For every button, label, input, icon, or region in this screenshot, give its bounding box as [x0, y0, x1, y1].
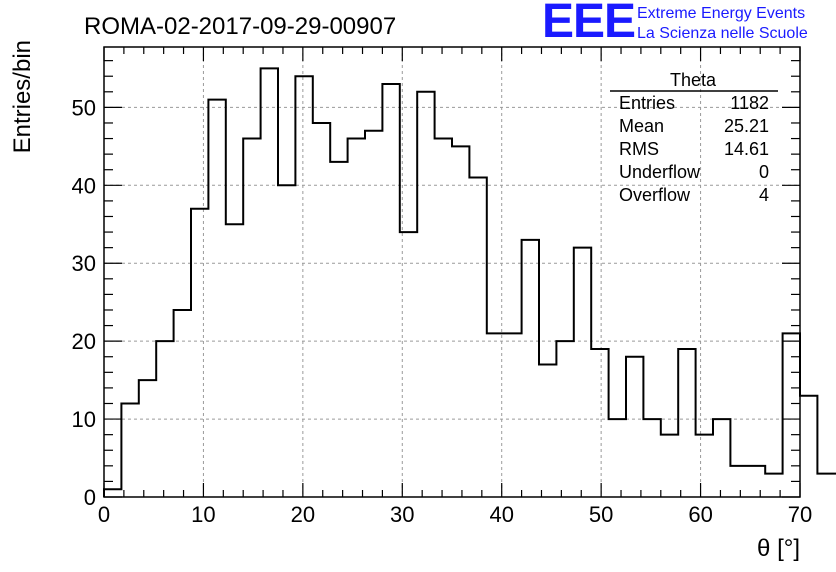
plot-frame	[103, 46, 801, 498]
x-tick-label: 10	[191, 502, 215, 527]
x-tick-label: 70	[788, 502, 812, 527]
y-tick-label: 40	[72, 173, 96, 198]
stats-label: Entries	[619, 93, 675, 113]
stats-rows: Entries 1182 Mean 25.21 RMS 14.61 Underflow 0 Ov…	[619, 93, 769, 205]
stats-title: Theta	[670, 70, 717, 90]
x-tick-label: 30	[390, 502, 414, 527]
grid-lines	[104, 47, 800, 497]
stats-value: 14.61	[724, 139, 769, 159]
logo-line-1: Extreme Energy Events	[637, 5, 806, 22]
stats-value: 0	[759, 162, 769, 182]
x-tick-labels: 0 10 20 30 40 50 60 70	[98, 502, 812, 527]
y-axis-label: Entries/bin	[9, 40, 36, 153]
chart-title: ROMA-02-2017-09-29-00907	[84, 13, 396, 40]
logo-text: Extreme Energy Events La Scienza nelle S…	[637, 4, 808, 44]
eee-logo: EEE Extreme Energy Events La Scienza nel…	[542, 0, 834, 48]
y-tick-label: 0	[84, 485, 96, 510]
logo-line-2: La Scienza nelle Scuole	[637, 25, 808, 42]
y-tick-label: 20	[72, 329, 96, 354]
histogram-outline	[103, 67, 836, 497]
stats-label: RMS	[619, 139, 659, 159]
y-tick-label: 30	[72, 251, 96, 276]
logo-mark: EEE	[542, 0, 636, 48]
stats-box: Theta Entries 1182 Mean 25.21 RMS 14.61 Underf…	[610, 70, 778, 205]
x-axis-label: θ [°]	[757, 535, 800, 562]
y-tick-label: 50	[72, 95, 96, 120]
stats-value: 25.21	[724, 116, 769, 136]
x-tick-label: 0	[98, 502, 110, 527]
y-tick-label: 10	[72, 407, 96, 432]
stats-value: 1182	[730, 93, 769, 113]
x-tick-label: 40	[489, 502, 513, 527]
y-tick-labels: 0 10 20 30 40 50	[72, 95, 96, 510]
stats-value: 4	[759, 185, 769, 205]
x-tick-label: 60	[688, 502, 712, 527]
y-axis-ticks	[104, 60, 800, 498]
x-tick-label: 50	[589, 502, 613, 527]
stats-label: Underflow	[619, 162, 701, 182]
x-tick-label: 20	[291, 502, 315, 527]
stats-label: Overflow	[619, 185, 691, 205]
stats-label: Mean	[619, 116, 664, 136]
x-axis-ticks	[103, 47, 801, 497]
